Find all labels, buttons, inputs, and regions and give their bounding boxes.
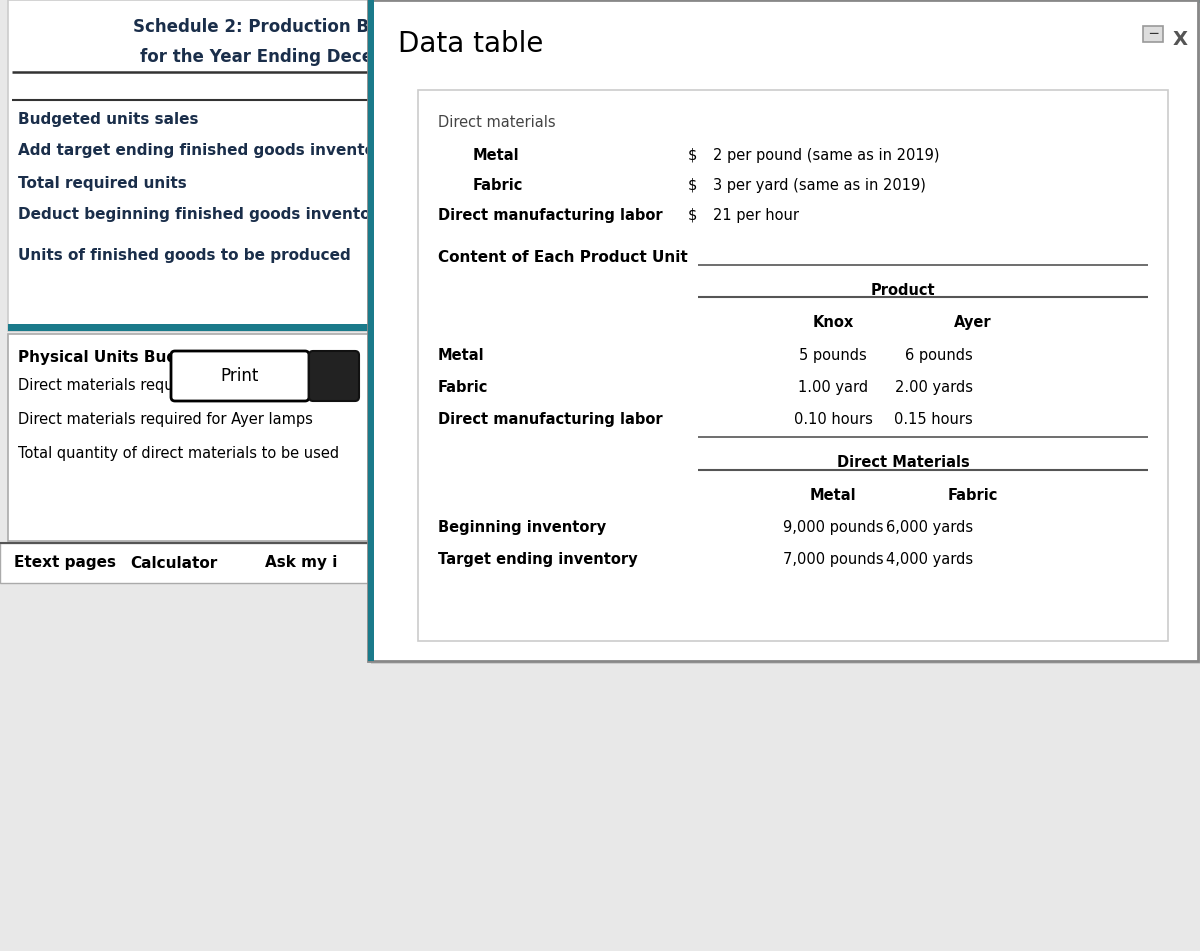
Text: 600: 600 bbox=[563, 207, 592, 222]
Text: for the Year Ending December 31, 2020: for the Year Ending December 31, 2020 bbox=[140, 48, 510, 66]
Text: Total quantity of direct materials to be used: Total quantity of direct materials to be… bbox=[18, 446, 340, 461]
Text: Beginning inventory: Beginning inventory bbox=[438, 520, 606, 535]
Text: Deduct beginning finished goods inventory: Deduct beginning finished goods inventor… bbox=[18, 207, 388, 222]
Text: 15,000: 15,000 bbox=[539, 112, 592, 127]
Text: bel it Schedule 4) for the year ending December 31,: bel it Schedule 4) for the year ending D… bbox=[658, 158, 1040, 173]
Text: Print: Print bbox=[221, 367, 259, 385]
Text: Budgeted units sales: Budgeted units sales bbox=[18, 112, 198, 127]
Text: $: $ bbox=[688, 208, 697, 223]
Text: 27,700: 27,700 bbox=[415, 176, 468, 191]
Text: ─: ─ bbox=[1148, 27, 1157, 41]
Text: Ayer: Ayer bbox=[553, 78, 592, 93]
Text: Metal: Metal bbox=[473, 148, 520, 163]
Text: X: X bbox=[1172, 30, 1188, 49]
Bar bbox=[371, 3, 1200, 664]
Bar bbox=[0, 543, 400, 583]
Text: production budget in units.): production budget in units.) bbox=[730, 95, 935, 110]
Text: ber 31, 2020: ber 31, 2020 bbox=[658, 95, 757, 110]
Text: Target ending inventory: Target ending inventory bbox=[438, 552, 637, 567]
Text: 26,100: 26,100 bbox=[415, 112, 468, 127]
Text: Calculator: Calculator bbox=[130, 555, 217, 571]
Text: Add target ending finished goods inventory: Add target ending finished goods invento… bbox=[18, 143, 392, 158]
Bar bbox=[368, 0, 1198, 661]
Text: 2,700: 2,700 bbox=[425, 207, 468, 222]
Text: Ayer: Ayer bbox=[954, 315, 992, 330]
Text: 3 per yard (same as in 2019): 3 per yard (same as in 2019) bbox=[713, 178, 926, 193]
FancyBboxPatch shape bbox=[172, 351, 310, 401]
Text: Total required units: Total required units bbox=[18, 176, 187, 191]
Text: Direct manufacturing labor: Direct manufacturing labor bbox=[438, 208, 662, 223]
Text: 2.00 yards: 2.00 yards bbox=[895, 380, 973, 395]
Text: 9,000 pounds: 9,000 pounds bbox=[782, 520, 883, 535]
Text: Schedule 2: Production Budget (in Units): Schedule 2: Production Budget (in Units) bbox=[133, 18, 517, 36]
Bar bbox=[8, 324, 642, 331]
Bar bbox=[650, 0, 1200, 28]
Text: d Ayer. It expects to manufacture 25,000 Knox lamps and: d Ayer. It expects to manufacture 25,000… bbox=[658, 38, 1080, 53]
Text: Data table: Data table bbox=[398, 30, 544, 58]
Text: 5 pounds: 5 pounds bbox=[799, 348, 866, 363]
Bar bbox=[8, 334, 395, 541]
Text: $: $ bbox=[688, 178, 697, 193]
Text: Direct materials required for Ayer lamps: Direct materials required for Ayer lamps bbox=[18, 412, 313, 427]
Text: Content of Each Product Unit: Content of Each Product Unit bbox=[438, 250, 688, 265]
Text: 6,000 yards: 6,000 yards bbox=[886, 520, 973, 535]
Text: 0.15 hours: 0.15 hours bbox=[894, 412, 973, 427]
Text: 6 pounds: 6 pounds bbox=[905, 348, 973, 363]
Text: 4,000 yards: 4,000 yards bbox=[886, 552, 973, 567]
Text: Fabric: Fabric bbox=[473, 178, 523, 193]
Text: Knox: Knox bbox=[425, 78, 468, 93]
Text: Direct materials required for Knox lamps: Direct materials required for Knox lamps bbox=[18, 378, 316, 393]
Text: Knox: Knox bbox=[812, 315, 853, 330]
Bar bbox=[8, 0, 642, 331]
Text: 21 per hour: 21 per hour bbox=[713, 208, 799, 223]
Text: 15,000: 15,000 bbox=[539, 248, 592, 263]
Text: Fabric: Fabric bbox=[438, 380, 488, 395]
Text: 1,600: 1,600 bbox=[425, 143, 468, 158]
Bar bbox=[1142, 26, 1163, 42]
Bar bbox=[389, 334, 395, 541]
Text: Metal: Metal bbox=[810, 488, 857, 503]
Bar bbox=[368, 0, 374, 661]
Bar bbox=[650, 0, 1200, 231]
Text: Units of finished goods to be produced: Units of finished goods to be produced bbox=[18, 248, 350, 263]
Text: 1.00 yard: 1.00 yard bbox=[798, 380, 868, 395]
Text: Metal: Metal bbox=[438, 348, 485, 363]
Bar bbox=[418, 90, 1168, 641]
Text: 7,000 pounds: 7,000 pounds bbox=[782, 552, 883, 567]
Text: Ask my i: Ask my i bbox=[265, 555, 337, 571]
Bar bbox=[1096, 5, 1190, 24]
Text: Fabric: Fabric bbox=[948, 488, 998, 503]
Text: Direct Materials: Direct Materials bbox=[836, 455, 970, 470]
Text: 2 per pound (same as in 2019): 2 per pound (same as in 2019) bbox=[713, 148, 940, 163]
Text: Product: Product bbox=[871, 283, 935, 298]
Text: 0.10 hours: 0.10 hours bbox=[793, 412, 872, 427]
Text: 600: 600 bbox=[563, 143, 592, 158]
Text: 15,600: 15,600 bbox=[539, 176, 592, 191]
FancyBboxPatch shape bbox=[310, 351, 359, 401]
Text: 25,000: 25,000 bbox=[415, 248, 468, 263]
Text: Physical Units Budget: Physical Units Budget bbox=[18, 350, 205, 365]
Text: Etext pages: Etext pages bbox=[14, 555, 116, 571]
Text: 3A); (b) the direct materials purchase budget in quantity: 3A); (b) the direct materials purchase b… bbox=[658, 130, 1075, 145]
Text: Direct manufacturing labor: Direct manufacturing labor bbox=[438, 412, 662, 427]
Text: $: $ bbox=[688, 148, 697, 163]
Text: Direct materials: Direct materials bbox=[438, 115, 556, 130]
